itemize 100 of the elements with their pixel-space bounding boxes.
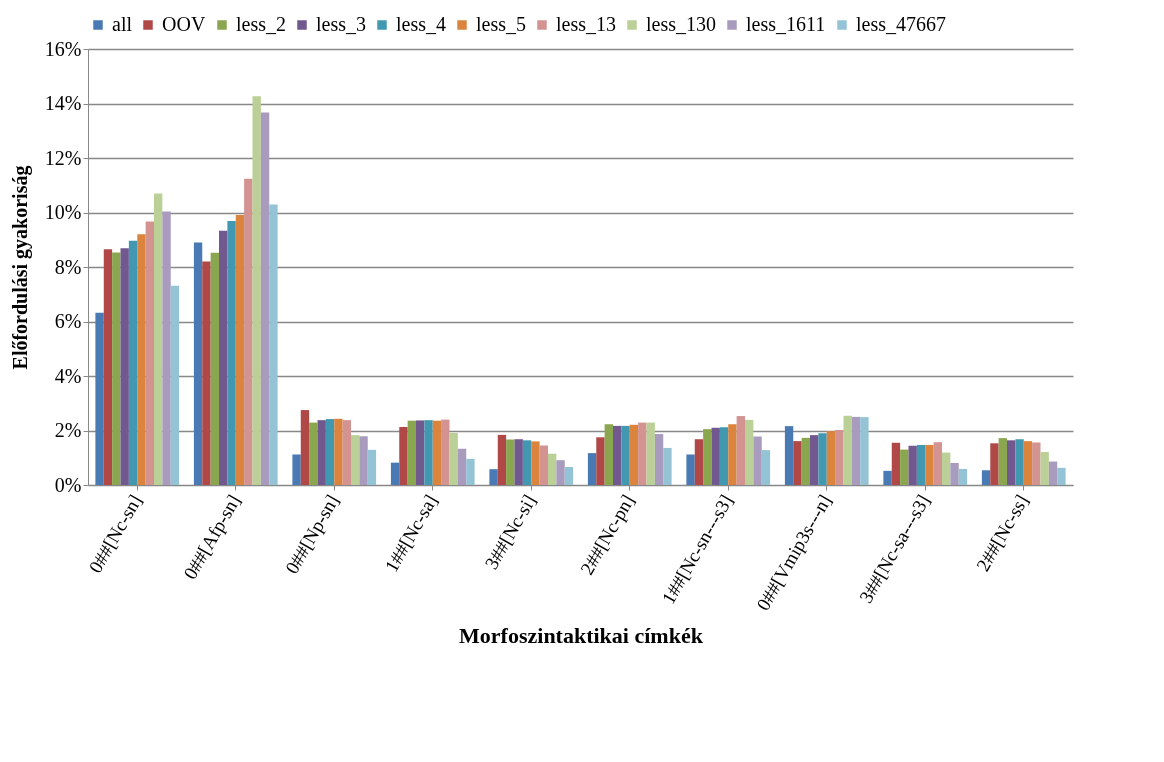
bar xyxy=(851,416,861,485)
y-tick-label: 6% xyxy=(54,310,82,332)
y-tick-label: 4% xyxy=(54,364,82,387)
bar xyxy=(154,193,163,485)
x-axis-title: Morfoszintaktikai címkék xyxy=(459,622,704,648)
bar xyxy=(1015,439,1024,485)
y-tick-label: 2% xyxy=(54,419,82,441)
y-tick-label: 14% xyxy=(44,92,82,114)
bar xyxy=(564,467,574,485)
bar xyxy=(719,427,729,485)
bar xyxy=(843,415,852,485)
bar xyxy=(514,439,523,485)
bar xyxy=(539,445,548,485)
bar xyxy=(506,439,515,485)
bar xyxy=(309,422,318,485)
legend-label: less_130 xyxy=(646,13,716,35)
bar xyxy=(891,442,901,485)
bar xyxy=(990,443,999,485)
bar xyxy=(325,419,335,485)
bar xyxy=(925,444,934,485)
bar xyxy=(694,439,704,485)
y-tick-label: 10% xyxy=(44,201,82,223)
bar xyxy=(1023,441,1033,485)
bar xyxy=(292,454,301,485)
y-axis-title: Előfordulási gyakoriság xyxy=(8,165,32,370)
bar xyxy=(801,437,811,485)
bar xyxy=(103,249,113,485)
bar xyxy=(933,442,942,485)
bar xyxy=(120,248,129,485)
bar xyxy=(219,230,228,485)
bar xyxy=(432,420,442,485)
bar xyxy=(646,422,655,485)
bar xyxy=(654,434,664,485)
bar xyxy=(784,426,794,485)
bar xyxy=(390,462,400,485)
legend-label: less_5 xyxy=(476,13,526,35)
bar xyxy=(1057,467,1066,485)
bar xyxy=(629,424,639,485)
bar xyxy=(193,242,203,485)
bar xyxy=(883,470,892,485)
bar xyxy=(958,468,968,485)
bar xyxy=(112,252,121,485)
legend-label: less_3 xyxy=(316,13,366,35)
bar xyxy=(736,416,745,485)
bar xyxy=(793,441,802,485)
y-tick-label: 12% xyxy=(44,146,82,169)
bar xyxy=(900,449,909,485)
bar xyxy=(604,424,614,485)
bar xyxy=(269,204,278,485)
bar xyxy=(170,285,180,485)
bar xyxy=(810,435,819,485)
bar xyxy=(728,424,737,485)
bar xyxy=(522,440,532,485)
bar xyxy=(663,447,672,485)
bar xyxy=(818,433,827,485)
bar xyxy=(981,470,991,485)
bar xyxy=(416,420,425,485)
legend-label: OOV xyxy=(162,13,206,35)
legend-label: less_4 xyxy=(396,13,446,35)
bar xyxy=(621,425,630,485)
bar xyxy=(128,240,138,485)
bar xyxy=(449,432,458,485)
bar xyxy=(162,211,171,485)
bar xyxy=(202,261,211,485)
bar xyxy=(1048,461,1058,485)
bar xyxy=(556,460,565,485)
bar xyxy=(260,112,270,485)
bar xyxy=(638,422,647,485)
bar xyxy=(1032,442,1041,485)
bar xyxy=(334,418,343,485)
bar xyxy=(342,420,351,485)
bar xyxy=(466,458,475,485)
bar xyxy=(244,178,253,485)
bar xyxy=(145,221,154,485)
bar xyxy=(367,449,377,485)
y-tick-label: 8% xyxy=(54,255,82,278)
y-tick-label: 0% xyxy=(54,473,82,496)
bar xyxy=(227,220,236,485)
bar xyxy=(210,252,220,485)
bar xyxy=(916,444,926,485)
bar xyxy=(252,96,261,485)
y-tick-label: 16% xyxy=(44,37,82,60)
bar xyxy=(407,420,417,485)
bar xyxy=(860,417,869,485)
bar xyxy=(613,425,622,485)
bar xyxy=(457,448,467,485)
bar xyxy=(711,427,720,485)
bar xyxy=(399,426,408,485)
bar xyxy=(497,434,507,485)
bar xyxy=(300,410,310,485)
bar xyxy=(489,469,498,485)
legend-label: less_13 xyxy=(556,13,616,35)
legend-label: less_2 xyxy=(236,13,286,35)
bar xyxy=(998,438,1008,485)
bar xyxy=(424,420,433,485)
bar xyxy=(587,453,597,485)
bar xyxy=(761,450,771,485)
bar xyxy=(317,420,326,485)
bar xyxy=(235,214,245,485)
bar xyxy=(531,441,540,485)
